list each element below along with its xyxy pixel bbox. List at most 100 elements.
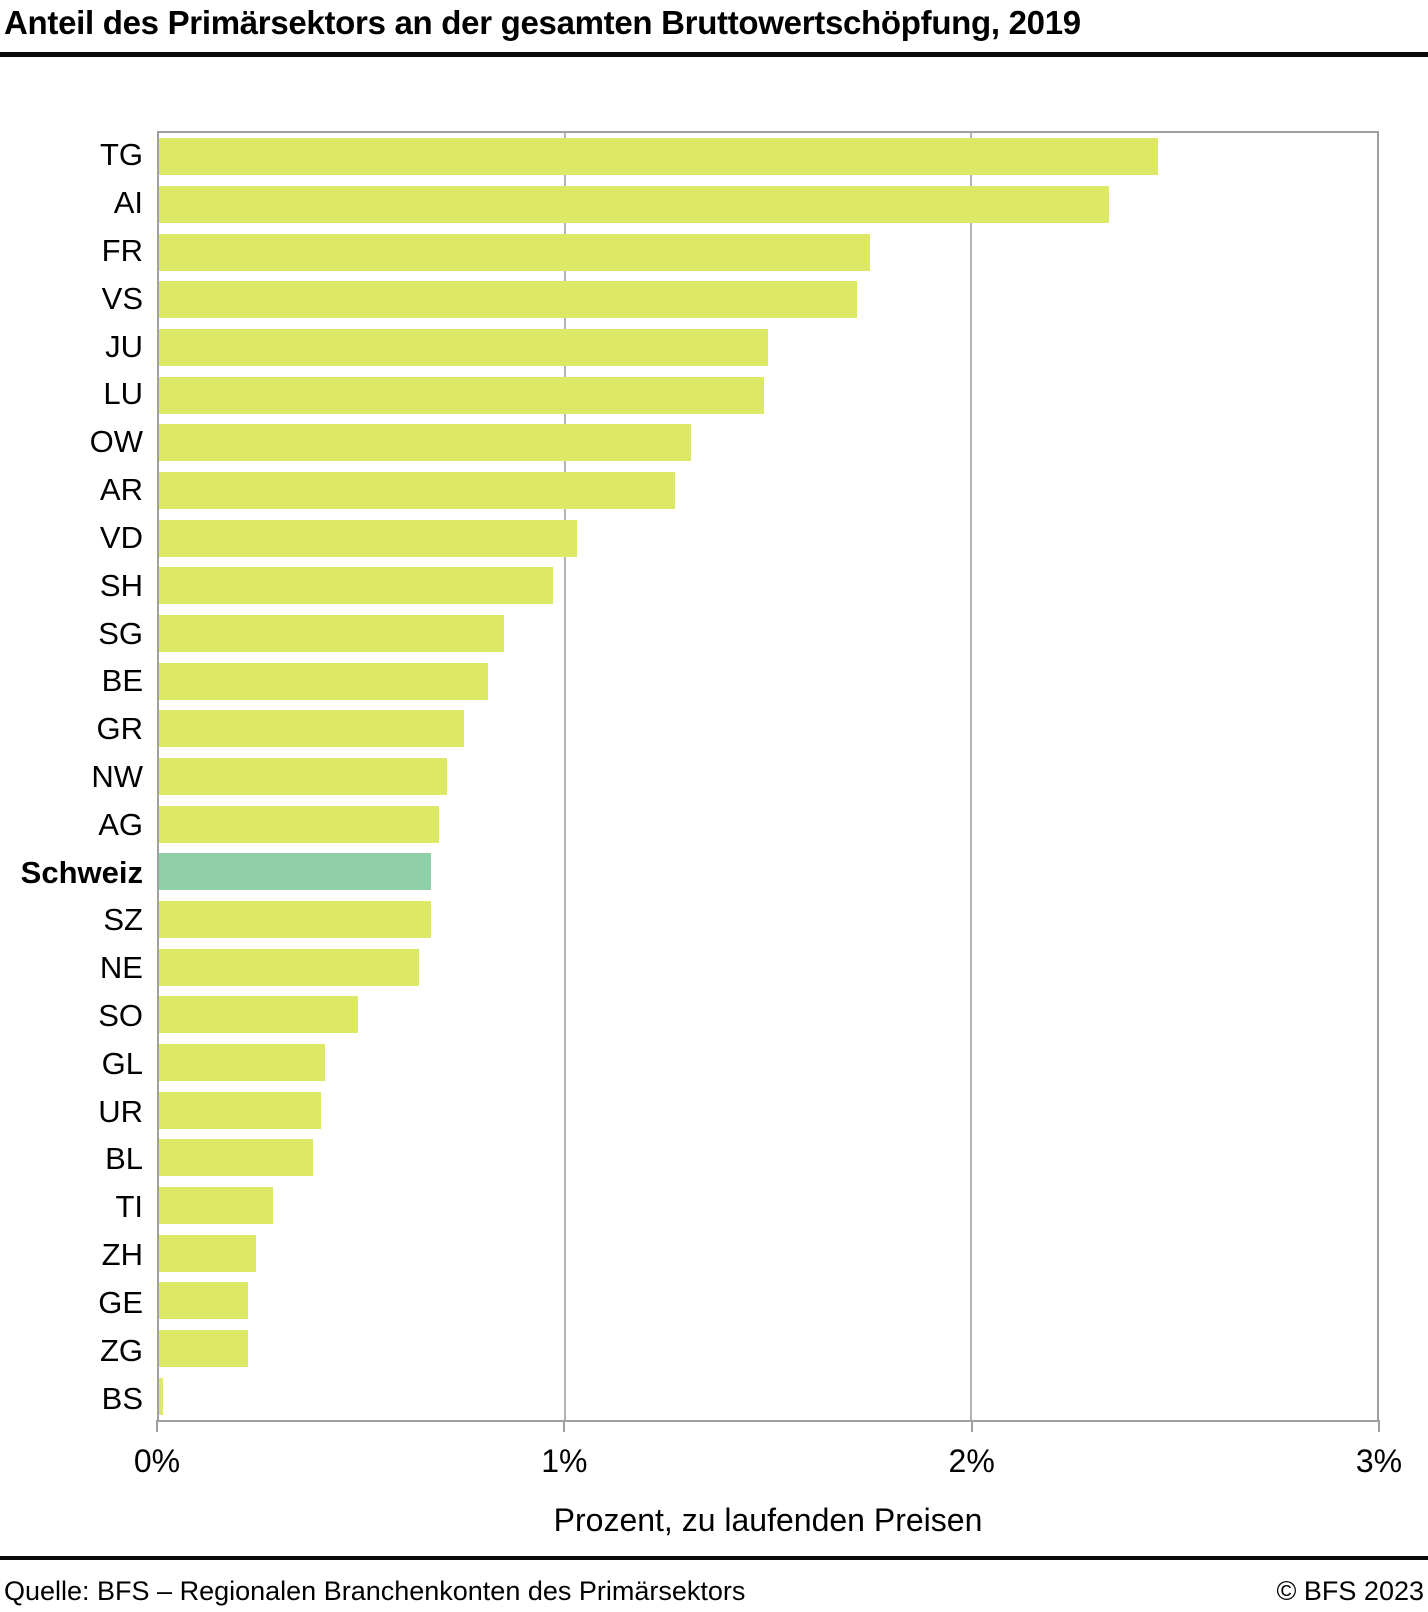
chart-row-so <box>159 991 1377 1039</box>
chart-row-ne <box>159 943 1377 991</box>
x-tick-label-1%: 1% <box>541 1443 588 1479</box>
chart-row-gr <box>159 705 1377 753</box>
bar-gr <box>159 710 464 748</box>
y-axis-label-lu: LU <box>103 376 143 412</box>
chart-row-zg <box>159 1325 1377 1373</box>
y-axis-label-bl: BL <box>105 1141 143 1177</box>
chart-row-sg <box>159 610 1377 658</box>
y-axis-label-fr: FR <box>101 233 143 269</box>
bar-ow <box>159 424 691 462</box>
chart-row-fr <box>159 228 1377 276</box>
chart-row-lu <box>159 371 1377 419</box>
bar-bl <box>159 1139 314 1177</box>
y-axis-label-sz: SZ <box>103 902 143 938</box>
y-axis-label-vs: VS <box>101 280 143 316</box>
bar-lu <box>159 376 764 414</box>
y-axis-label-ar: AR <box>99 472 143 508</box>
bar-bs <box>159 1377 164 1415</box>
y-axis-label-bs: BS <box>101 1380 143 1416</box>
y-axis-label-zg: ZG <box>99 1332 143 1368</box>
bar-gl <box>159 1044 326 1082</box>
title-divider-rule <box>0 52 1428 57</box>
y-axis-labels: TG AI FR VS JU LU OW AR VD SH SG BE GR NW AG Schweiz SZ N… <box>0 131 143 1422</box>
y-axis-label-zh: ZH <box>101 1237 143 1273</box>
y-axis-label-ow: OW <box>89 424 143 460</box>
chart-row-vd <box>159 514 1377 562</box>
bar-so <box>159 996 358 1034</box>
bar-ag <box>159 805 440 843</box>
chart-row-ar <box>159 467 1377 515</box>
y-axis-label-vd: VD <box>99 519 143 555</box>
y-axis-label-ge: GE <box>98 1284 143 1320</box>
bar-ai <box>159 186 1110 223</box>
y-axis-label-ti: TI <box>115 1189 143 1225</box>
chart-row-tg <box>159 133 1377 181</box>
chart-row-sh <box>159 562 1377 610</box>
chart-row-ag <box>159 800 1377 848</box>
source-note: Quelle: BFS – Regionalen Branchenkonten … <box>4 1576 746 1606</box>
bar-fr <box>159 233 870 271</box>
footer-divider-rule <box>0 1556 1428 1560</box>
bar-zg <box>159 1330 249 1368</box>
bar-ne <box>159 948 419 986</box>
gridline-1pct <box>563 133 566 1420</box>
x-tick-mark-1% <box>563 1420 566 1432</box>
chart-rows <box>159 133 1377 1420</box>
y-axis-label-be: BE <box>101 663 143 699</box>
copyright-note: © BFS 2023 <box>1276 1576 1424 1606</box>
x-tick-label-0%: 0% <box>133 1443 181 1479</box>
x-tick-label-3%: 3% <box>1355 1443 1403 1479</box>
y-axis-label-so: SO <box>98 998 143 1034</box>
bar-ar <box>159 472 675 510</box>
bar-nw <box>159 758 448 796</box>
chart-row-ai <box>159 181 1377 229</box>
bar-vd <box>159 519 578 557</box>
x-tick-mark-0% <box>156 1420 158 1432</box>
chart-row-sz <box>159 896 1377 944</box>
chart-row-ow <box>159 419 1377 467</box>
x-tick-mark-3% <box>1378 1420 1380 1432</box>
chart-row-ju <box>159 324 1377 372</box>
bar-ju <box>159 329 768 367</box>
bar-zh <box>159 1234 257 1272</box>
bar-sz <box>159 901 432 939</box>
x-tick-label-2%: 2% <box>948 1443 995 1479</box>
y-axis-label-sg: SG <box>98 615 143 651</box>
page-title: Anteil des Primärsektors an der gesamten… <box>4 4 1081 41</box>
chart-row-zh <box>159 1229 1377 1277</box>
x-axis-title: Prozent, zu laufenden Preisen <box>553 1502 983 1538</box>
chart-row-be <box>159 657 1377 705</box>
bar-ur <box>159 1091 322 1129</box>
y-axis-label-gr: GR <box>96 711 144 747</box>
gridline-2pct <box>969 133 972 1420</box>
y-axis-label-ag: AG <box>98 806 143 842</box>
y-axis-label-ju: JU <box>105 328 143 364</box>
y-axis-label-schweiz: Schweiz <box>20 854 143 890</box>
y-axis-label-gl: GL <box>101 1045 143 1081</box>
bar-schweiz-highlight <box>159 853 432 891</box>
chart-row-schweiz <box>159 848 1377 896</box>
x-axis-tick-labels: 0% 1% 2% 3% <box>134 1440 1402 1482</box>
chart-row-ge <box>159 1277 1377 1325</box>
x-tick-mark-2% <box>970 1420 973 1432</box>
y-axis-label-ur: UR <box>98 1093 143 1129</box>
bar-ge <box>159 1282 249 1320</box>
y-axis-label-ai: AI <box>113 185 143 221</box>
y-axis-label-nw: NW <box>91 758 143 794</box>
chart-row-ur <box>159 1086 1377 1134</box>
footer: Quelle: BFS – Regionalen Branchenkonten … <box>4 1574 1424 1608</box>
chart-row-gl <box>159 1039 1377 1087</box>
bar-be <box>159 662 488 700</box>
y-axis-label-ne: NE <box>99 950 143 986</box>
y-axis-label-tg: TG <box>99 137 143 173</box>
chart-row-bl <box>159 1134 1377 1182</box>
chart-row-ti <box>159 1182 1377 1230</box>
bar-vs <box>159 281 858 319</box>
chart-plot-area <box>157 131 1379 1422</box>
chart-row-nw <box>159 753 1377 801</box>
bar-ti <box>159 1187 273 1225</box>
y-axis-label-sh: SH <box>99 567 143 603</box>
bar-sh <box>159 567 553 605</box>
chart-row-bs <box>159 1372 1377 1420</box>
